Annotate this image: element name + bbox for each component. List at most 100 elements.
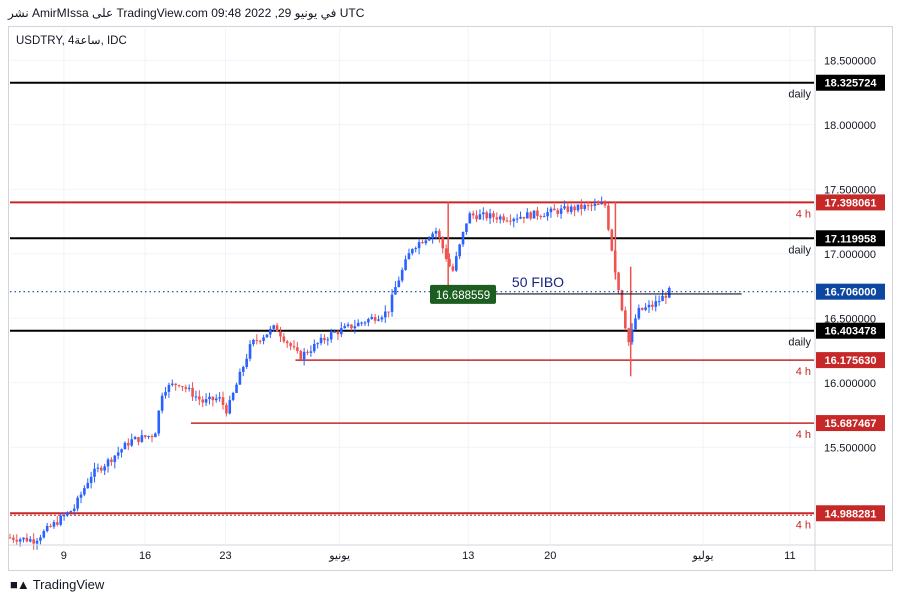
level-timeframe-label: 4 h bbox=[796, 519, 811, 531]
y-tick-label: 17.500000 bbox=[824, 184, 876, 196]
candle-body bbox=[201, 399, 205, 403]
candle-body bbox=[52, 522, 56, 527]
candle-body bbox=[279, 331, 282, 337]
candle-body bbox=[509, 220, 512, 222]
candle-body bbox=[647, 304, 651, 308]
candle-body bbox=[45, 525, 49, 532]
candle-body bbox=[603, 202, 607, 206]
level-timeframe-label: 4 h bbox=[796, 429, 811, 441]
candle-body bbox=[627, 328, 631, 343]
candle-body bbox=[154, 433, 157, 438]
candle-body bbox=[329, 332, 333, 340]
candle-body bbox=[262, 337, 265, 342]
x-tick-label: 16 bbox=[139, 550, 151, 562]
candle-body bbox=[39, 537, 42, 541]
candle-body bbox=[458, 244, 461, 257]
level-timeframe-label: daily bbox=[788, 337, 811, 349]
candle-body bbox=[170, 383, 174, 385]
level-price-label: 16.175630 bbox=[825, 355, 877, 367]
x-tick-label: 20 bbox=[544, 550, 556, 562]
candle-body bbox=[505, 220, 509, 222]
candle-body bbox=[617, 272, 620, 291]
candle-body bbox=[15, 539, 19, 542]
candle-body bbox=[127, 442, 130, 446]
candle-body bbox=[272, 325, 276, 329]
candle-body bbox=[404, 259, 407, 270]
candle-body bbox=[316, 343, 319, 345]
candle-body bbox=[377, 319, 380, 321]
candle-body bbox=[35, 540, 39, 544]
candle-body bbox=[448, 258, 451, 267]
candle-body bbox=[444, 248, 448, 259]
candle-body bbox=[160, 395, 164, 411]
candle-body bbox=[99, 467, 103, 471]
chart-candles bbox=[8, 196, 671, 550]
candle-body bbox=[116, 452, 120, 456]
candle-body bbox=[18, 539, 22, 542]
x-tick-label: يوليو bbox=[691, 550, 713, 562]
candle-body bbox=[593, 204, 597, 206]
candle-body bbox=[49, 525, 52, 527]
y-axis: 18.500000 18.000000 17.500000 17.000000 16.5… bbox=[816, 55, 885, 522]
candle-body bbox=[336, 331, 340, 335]
fibo-value-label: 16.688559 bbox=[436, 290, 490, 302]
candle-body bbox=[96, 467, 100, 469]
footer-brand[interactable]: ■▲ TradingView bbox=[10, 577, 104, 592]
candle-body bbox=[147, 436, 150, 438]
level-price-label: 17.119958 bbox=[825, 233, 876, 245]
fibo-value-box bbox=[430, 284, 496, 304]
candle-body bbox=[387, 311, 390, 313]
candle-body bbox=[69, 511, 73, 513]
candle-body bbox=[542, 216, 546, 218]
candle-body bbox=[343, 326, 347, 329]
last-price-box bbox=[816, 283, 885, 300]
candle-body bbox=[181, 386, 184, 388]
candle-body bbox=[515, 218, 519, 220]
candle-body bbox=[590, 205, 593, 207]
candle-body bbox=[488, 213, 492, 219]
candle-body bbox=[549, 208, 553, 213]
candle-body bbox=[478, 214, 482, 220]
candle-body bbox=[86, 482, 90, 489]
candle-body bbox=[187, 387, 191, 389]
candle-body bbox=[32, 539, 35, 544]
level-timeframe-label: daily bbox=[788, 89, 811, 101]
level-price-box bbox=[816, 230, 885, 247]
candle-body bbox=[231, 392, 235, 400]
candle-body bbox=[22, 537, 25, 540]
level-price-box bbox=[816, 74, 885, 91]
candle-body bbox=[346, 324, 350, 327]
candle-body bbox=[539, 216, 543, 218]
candle-body bbox=[394, 287, 397, 295]
candle-body bbox=[519, 216, 522, 219]
candle-body bbox=[265, 334, 269, 338]
y-tick-label: 17.000000 bbox=[824, 249, 876, 261]
candle-body bbox=[624, 310, 627, 329]
level-timeframe-label: 4 h bbox=[796, 208, 811, 220]
candle-body bbox=[397, 280, 401, 288]
level-price-box bbox=[816, 322, 885, 339]
candle-body bbox=[167, 384, 171, 392]
candle-body bbox=[441, 237, 445, 249]
candle-body bbox=[607, 205, 610, 230]
candle-body bbox=[221, 397, 225, 406]
candle-body bbox=[12, 537, 15, 540]
candle-body bbox=[495, 217, 499, 220]
candle-body bbox=[241, 366, 245, 372]
candle-body bbox=[255, 339, 259, 341]
candle-body bbox=[512, 218, 516, 222]
candle-body bbox=[438, 230, 441, 238]
candle-body bbox=[492, 213, 495, 218]
candle-body bbox=[414, 248, 418, 250]
candle-body bbox=[586, 205, 590, 207]
x-tick-label: 9 bbox=[61, 550, 67, 562]
candle-body bbox=[191, 387, 194, 397]
candle-body bbox=[312, 343, 316, 352]
candle-body bbox=[356, 322, 360, 327]
candle-body bbox=[83, 488, 86, 495]
candle-body bbox=[498, 216, 502, 220]
candle-body bbox=[563, 206, 566, 209]
chart-frame bbox=[8, 26, 893, 571]
level-price-label: 16.403478 bbox=[825, 326, 877, 338]
